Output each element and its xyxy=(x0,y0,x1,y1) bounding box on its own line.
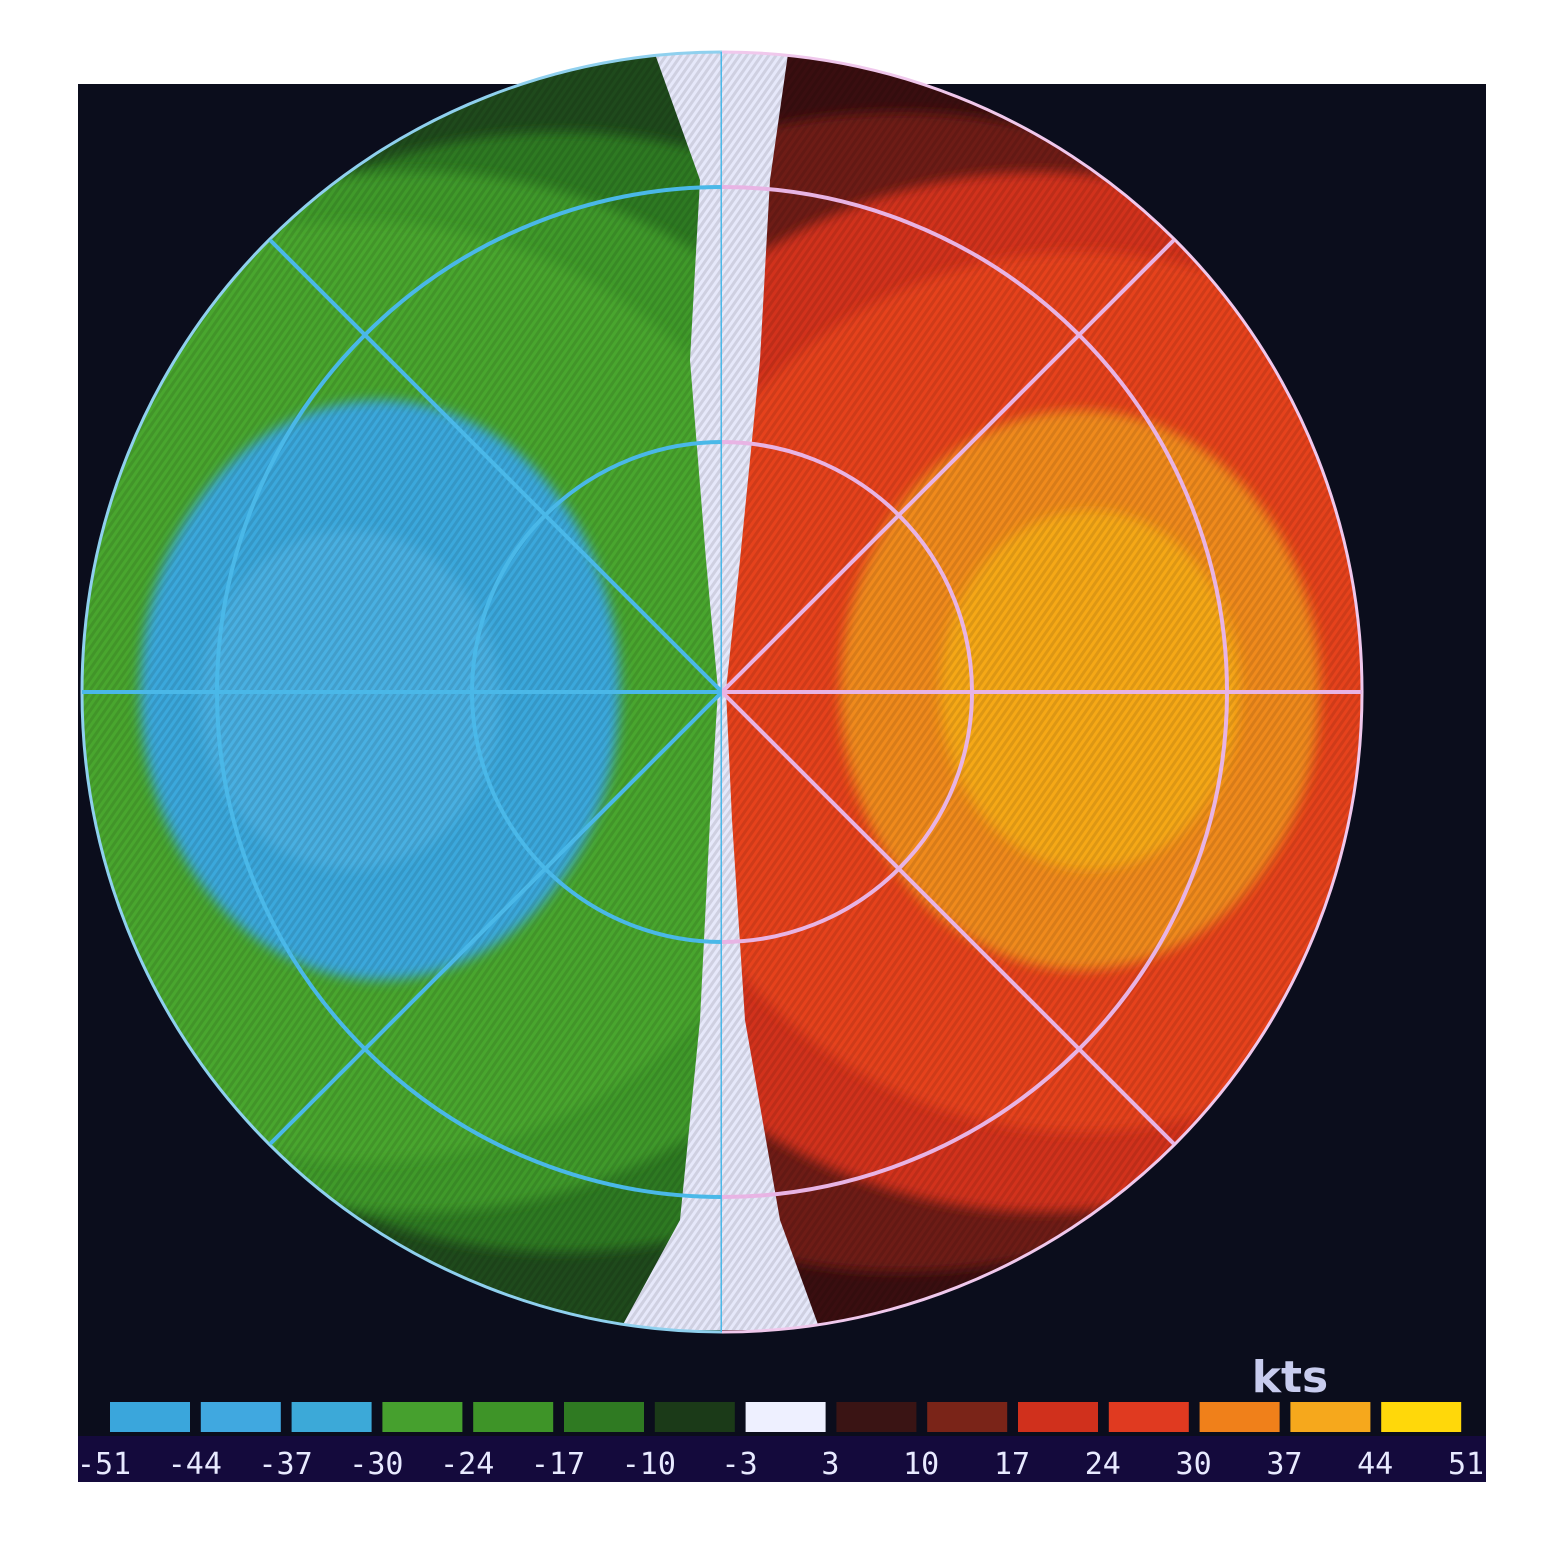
colorbar-swatch xyxy=(200,1402,281,1432)
colorbar-swatch xyxy=(654,1402,735,1432)
colorbar-tick-label: -3 xyxy=(722,1447,758,1482)
colorbar-tick-label: 24 xyxy=(1085,1447,1121,1482)
colorbar-swatch xyxy=(382,1402,463,1432)
colorbar-tick-label: 3 xyxy=(821,1447,839,1482)
colorbar-tick-label: -51 xyxy=(77,1447,131,1482)
colorbar-strip xyxy=(78,1436,1486,1482)
colorbar-swatch xyxy=(1018,1402,1098,1432)
colorbar-swatch xyxy=(1381,1402,1462,1432)
colorbar-swatch xyxy=(110,1402,190,1432)
colorbar-tick-label: 30 xyxy=(1176,1447,1212,1482)
colorbar-tick-label: -44 xyxy=(168,1447,222,1482)
colorbar-swatch xyxy=(1199,1402,1280,1432)
colorbar-swatch xyxy=(291,1402,372,1432)
colorbar-tick-label: 17 xyxy=(994,1447,1030,1482)
colorbar-tick-label: -30 xyxy=(349,1447,403,1482)
range-rings xyxy=(80,50,1364,1334)
colorbar-swatch xyxy=(1108,1402,1189,1432)
colorbar-swatch xyxy=(745,1402,826,1432)
colorbar-swatch xyxy=(927,1402,1008,1432)
colorbar-swatch xyxy=(473,1402,554,1432)
colorbar-tick-label: -17 xyxy=(531,1447,585,1482)
colorbar-tick-label: -37 xyxy=(259,1447,313,1482)
colorbar-tick-label: -10 xyxy=(622,1447,676,1482)
colorbar-tick-label: -24 xyxy=(440,1447,494,1482)
colorbar-swatch xyxy=(836,1402,917,1432)
colorbar-tick-label: 10 xyxy=(903,1447,939,1482)
colorbar-swatch xyxy=(1290,1402,1371,1432)
colorbar-swatch xyxy=(564,1402,644,1432)
colorbar-tick-label: 51 xyxy=(1448,1447,1484,1482)
colorbar-tick-label: 37 xyxy=(1266,1447,1302,1482)
colorbar-tick-label: 44 xyxy=(1357,1447,1393,1482)
units-label: kts xyxy=(1252,1352,1328,1403)
colorbar: -51 -44 -37 -30 -24 -17 -10 -3 3 10 17 24 30 37 44 51 xyxy=(77,1402,1484,1482)
